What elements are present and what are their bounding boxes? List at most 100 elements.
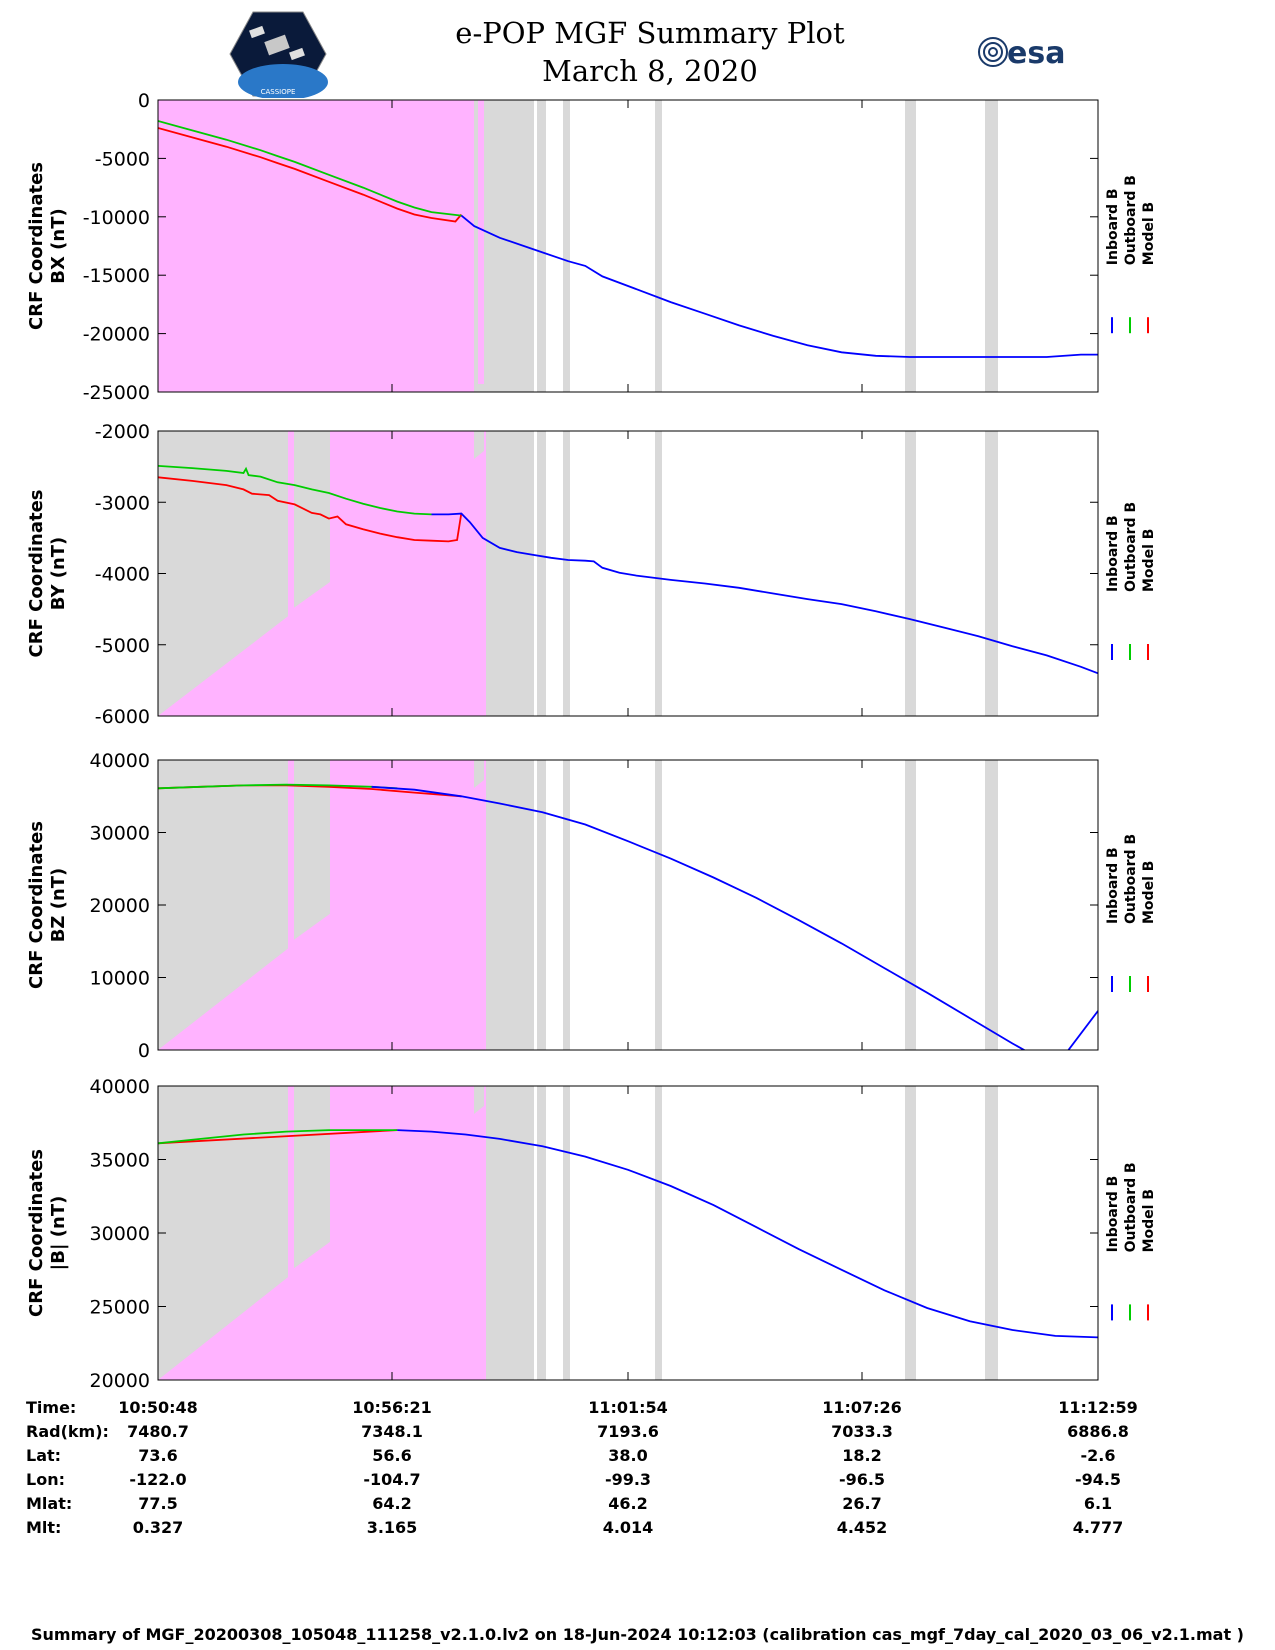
info-row: Lat: 73.6 56.6 38.0 18.2 -2.6 xyxy=(0,1446,1275,1470)
info-row-value: 26.7 xyxy=(842,1494,882,1513)
panel-1: 0 -5000 -10000 -15000 -20000 -25000 CRF Coordi… xyxy=(26,90,1157,404)
band-gap xyxy=(534,1086,537,1380)
info-row-value: 7480.7 xyxy=(127,1422,189,1441)
series-line-model xyxy=(158,1129,398,1145)
footer-caption: Summary of MGF_20200308_105048_111258_v2… xyxy=(31,1625,1244,1644)
y-tick-label: 25000 xyxy=(90,1297,150,1319)
y-tick-label: -20000 xyxy=(83,324,150,346)
gray-band xyxy=(905,1086,916,1380)
gray-band xyxy=(486,760,534,1050)
series-line-model xyxy=(158,476,463,543)
info-row-value: -99.3 xyxy=(604,1470,652,1489)
info-row: Lon: -122.0 -104.7 -99.3 -96.5 -94.5 xyxy=(0,1470,1275,1494)
info-row-value: -104.7 xyxy=(363,1470,421,1489)
info-row-value: 4.452 xyxy=(836,1518,888,1537)
y-tick-label: 40000 xyxy=(90,1076,150,1098)
pink-band xyxy=(158,760,486,1050)
gray-band xyxy=(905,431,916,716)
legend-label: Inboard B xyxy=(1105,847,1121,924)
legend-label: Inboard B xyxy=(1105,515,1121,592)
title-line-2: March 8, 2020 xyxy=(542,54,758,88)
info-row-value: 7033.3 xyxy=(831,1422,893,1441)
gray-band xyxy=(537,760,546,1050)
y-tick-label: 30000 xyxy=(90,823,150,845)
band-gap xyxy=(534,431,537,716)
info-row-value: 4.777 xyxy=(1072,1518,1124,1537)
info-row-value: 11:01:54 xyxy=(588,1398,668,1417)
gray-band xyxy=(985,760,998,1050)
y-tick-label: -10000 xyxy=(83,207,150,229)
info-row-label: Lon: xyxy=(26,1470,65,1489)
y-tick-label: 0 xyxy=(138,90,150,112)
y-tick-label: -15000 xyxy=(83,265,150,287)
gray-band xyxy=(985,1086,998,1380)
legend-label: Outboard B xyxy=(1123,502,1139,592)
info-row-value: -96.5 xyxy=(838,1470,886,1489)
info-row: Time: 10:50:48 10:56:21 11:01:54 11:07:26 11:… xyxy=(0,1398,1275,1422)
info-row-value: 11:07:26 xyxy=(822,1398,902,1417)
y-tick-label: -25000 xyxy=(83,382,150,404)
pink-band xyxy=(158,1086,486,1380)
info-row-value: 6.1 xyxy=(1083,1494,1113,1513)
info-row: Mlat: 77.5 64.2 46.2 26.7 6.1 xyxy=(0,1494,1275,1518)
info-row-value: -2.6 xyxy=(1080,1446,1116,1465)
pink-band xyxy=(158,431,486,716)
legend-label: Inboard B xyxy=(1105,188,1121,265)
series-line-inboard xyxy=(371,785,1098,1050)
esa-logo-text: esa xyxy=(1007,36,1065,71)
info-row-value: 18.2 xyxy=(842,1446,882,1465)
y-tick-label: -5000 xyxy=(95,148,150,170)
gray-band xyxy=(905,760,916,1050)
y-tick-label: 10000 xyxy=(90,968,150,990)
panel-4: 40000 35000 30000 25000 20000 CRF Coordinates… xyxy=(26,1076,1157,1392)
gray-band xyxy=(486,1086,534,1380)
info-row-value: 6886.8 xyxy=(1067,1422,1129,1441)
y-axis-label: CRF Coordinates|B| (nT) xyxy=(26,1149,69,1317)
info-row-value: 0.327 xyxy=(132,1518,184,1537)
info-row-value: 10:50:48 xyxy=(118,1398,198,1417)
info-row-value: 4.014 xyxy=(602,1518,654,1537)
series-line-outboard xyxy=(158,465,432,516)
info-row-label: Mlat: xyxy=(26,1494,73,1513)
gray-band xyxy=(655,431,662,716)
legend-label: Model B xyxy=(1141,202,1157,265)
series-line-inboard xyxy=(431,512,1098,675)
legend-label: Outboard B xyxy=(1123,834,1139,924)
y-tick-label: -3000 xyxy=(95,492,150,514)
series-line-model xyxy=(158,127,463,223)
page-title: e-POP MGF Summary Plot March 8, 2020 xyxy=(400,14,900,90)
gray-band xyxy=(655,760,662,1050)
y-axis-label: CRF CoordinatesBX (nT) xyxy=(26,162,69,330)
info-row-value: 11:12:59 xyxy=(1058,1398,1138,1417)
band-gap xyxy=(534,760,537,1050)
pink-band xyxy=(158,100,474,392)
info-row-value: 38.0 xyxy=(608,1446,648,1465)
legend-label: Outboard B xyxy=(1123,1162,1139,1252)
info-row-value: 64.2 xyxy=(372,1494,412,1513)
cassiope-logo: CASSIOPE xyxy=(229,11,328,98)
legend-label: Model B xyxy=(1141,529,1157,592)
esa-logo: esa xyxy=(978,36,1065,71)
series-line-outboard xyxy=(158,120,462,217)
series-line-inboard xyxy=(397,1129,1098,1339)
legend-label: Inboard B xyxy=(1105,1176,1121,1253)
y-tick-label: 40000 xyxy=(90,750,150,772)
info-row-value: 77.5 xyxy=(138,1494,178,1513)
band-gap xyxy=(534,100,537,392)
y-tick-label: -4000 xyxy=(95,564,150,586)
y-tick-label: -5000 xyxy=(95,635,150,657)
cassiope-logo-text: CASSIOPE xyxy=(261,88,296,96)
legend-label: Outboard B xyxy=(1123,175,1139,265)
info-row-label: Lat: xyxy=(26,1446,62,1465)
info-row-value: 46.2 xyxy=(608,1494,648,1513)
info-row-value: 7193.6 xyxy=(597,1422,659,1441)
y-tick-label: 20000 xyxy=(90,1370,150,1392)
gray-band xyxy=(985,100,998,392)
info-row-value: 10:56:21 xyxy=(352,1398,432,1417)
gray-band xyxy=(537,1086,546,1380)
y-axis-label: CRF CoordinatesBZ (nT) xyxy=(26,821,69,989)
info-row: Mlt: 0.327 3.165 4.014 4.452 4.777 xyxy=(0,1518,1275,1542)
info-row-value: -122.0 xyxy=(129,1470,187,1489)
gray-band xyxy=(563,431,570,716)
y-tick-label: 35000 xyxy=(90,1150,150,1172)
